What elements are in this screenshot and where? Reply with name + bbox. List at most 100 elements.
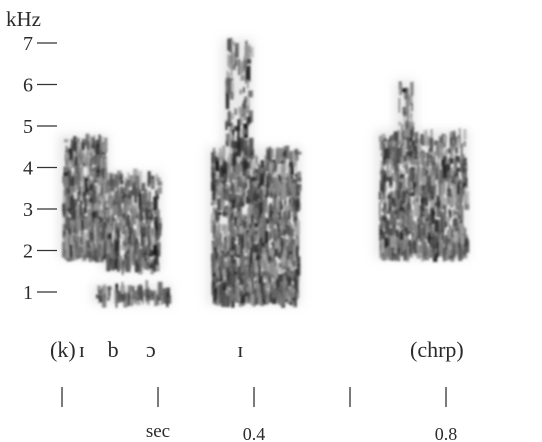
energy-mark <box>446 246 449 260</box>
energy-mark <box>285 226 291 235</box>
energy-mark <box>224 284 228 291</box>
energy-mark <box>92 176 95 185</box>
energy-mark <box>285 255 290 269</box>
energy-mark <box>281 256 286 266</box>
energy-mark <box>399 211 404 216</box>
energy-mark <box>393 191 396 205</box>
energy-mark <box>246 227 250 233</box>
energy-mark <box>157 222 162 236</box>
energy-mark <box>433 151 436 165</box>
energy-mark <box>287 288 292 296</box>
energy-mark <box>112 200 116 216</box>
energy-mark <box>231 246 234 253</box>
energy-mark <box>288 163 293 167</box>
energy-mark <box>128 190 133 206</box>
energy-mark <box>268 177 271 190</box>
energy-mark <box>127 290 131 306</box>
energy-mark <box>392 141 397 147</box>
energy-mark <box>107 195 113 210</box>
energy-mark <box>118 235 123 239</box>
energy-mark <box>248 227 253 236</box>
energy-mark <box>259 198 264 203</box>
energy-mark <box>225 121 228 130</box>
energy-mark <box>82 231 85 243</box>
energy-mark <box>251 176 256 182</box>
energy-mark <box>244 159 249 169</box>
energy-mark <box>257 163 260 168</box>
energy-mark <box>281 264 284 269</box>
energy-mark <box>254 209 260 219</box>
energy-mark <box>148 245 153 254</box>
energy-mark <box>439 195 445 201</box>
energy-mark <box>379 180 383 192</box>
energy-mark <box>293 268 297 282</box>
energy-mark <box>102 157 105 164</box>
energy-mark <box>294 242 297 252</box>
energy-mark <box>396 147 402 164</box>
energy-mark <box>102 185 104 199</box>
energy-mark <box>148 191 151 207</box>
energy-mark <box>154 233 159 240</box>
energy-mark <box>421 222 425 230</box>
energy-mark <box>443 135 447 143</box>
energy-mark <box>229 147 232 156</box>
energy-mark <box>454 219 457 228</box>
energy-mark <box>270 221 275 235</box>
energy-mark <box>439 210 442 217</box>
energy-mark <box>76 230 79 235</box>
energy-mark <box>244 139 248 156</box>
energy-mark <box>392 198 395 204</box>
energy-mark <box>62 230 66 238</box>
energy-mark <box>285 145 290 159</box>
energy-mark <box>241 103 244 117</box>
energy-mark <box>271 206 275 215</box>
energy-mark <box>86 175 91 187</box>
energy-mark <box>239 89 242 95</box>
energy-mark <box>276 274 281 291</box>
energy-mark <box>455 136 458 147</box>
energy-mark <box>251 274 253 278</box>
energy-mark <box>231 82 234 94</box>
energy-mark <box>119 218 125 232</box>
energy-mark <box>417 218 420 229</box>
energy-mark <box>395 169 398 184</box>
energy-mark <box>293 199 298 212</box>
energy-mark <box>462 158 466 173</box>
energy-mark <box>256 269 261 273</box>
energy-mark <box>105 217 109 229</box>
energy-mark <box>409 167 414 182</box>
energy-mark <box>137 185 141 192</box>
energy-mark <box>135 214 139 219</box>
energy-mark <box>238 58 241 74</box>
energy-mark <box>221 195 226 209</box>
energy-mark <box>282 179 287 184</box>
energy-mark <box>101 246 105 256</box>
energy-mark <box>426 216 429 229</box>
energy-mark <box>234 216 238 227</box>
energy-mark <box>268 216 273 222</box>
energy-mark <box>272 281 275 292</box>
energy-mark <box>98 234 101 246</box>
energy-mark <box>125 251 127 257</box>
energy-mark <box>128 244 131 258</box>
energy-mark <box>91 182 95 190</box>
energy-mark <box>64 154 66 162</box>
energy-mark <box>286 192 289 196</box>
energy-mark <box>125 185 130 200</box>
energy-mark <box>234 256 237 260</box>
energy-mark <box>150 262 153 267</box>
energy-mark <box>438 143 444 152</box>
energy-mark <box>211 282 216 295</box>
energy-mark <box>462 182 466 189</box>
energy-mark <box>288 296 292 302</box>
energy-mark <box>72 203 76 219</box>
energy-mark <box>270 242 275 246</box>
energy-mark <box>89 198 93 203</box>
energy-mark <box>237 119 241 132</box>
energy-mark <box>62 250 65 258</box>
energy-mark <box>403 112 408 117</box>
energy-mark <box>89 219 93 233</box>
energy-mark <box>442 164 447 179</box>
energy-mark <box>381 146 385 157</box>
